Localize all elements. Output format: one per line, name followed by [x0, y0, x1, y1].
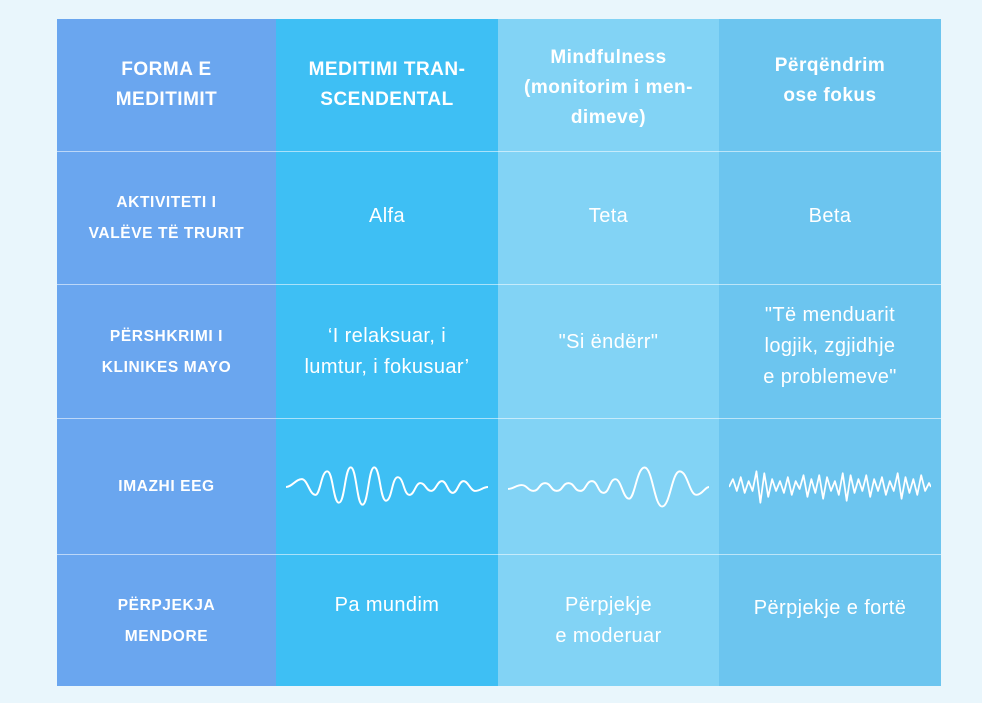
row-label-mental-effort: PËRPJEKJA MENDORE — [57, 555, 276, 686]
description-focus: "Të menduarit logjik, zgjidhje e problem… — [719, 285, 941, 419]
effort-focus: Përpjekje e fortë — [719, 555, 941, 686]
effort-mindfulness: Përpjekje e moderuar — [498, 555, 719, 686]
meditation-comparison-table: FORMA E MEDITIMIT MEDITIMI TRAN- SCENDEN… — [57, 19, 941, 686]
description-mindfulness: "Si ëndërr" — [498, 285, 719, 419]
alpha-wave-icon — [276, 419, 498, 555]
header-focus: Përqëndrim ose fokus — [719, 19, 941, 152]
row-label-mayo-description: PËRSHKRIMI I KLINIKES MAYO — [57, 285, 276, 419]
effort-transcendental: Pa mundim — [276, 555, 498, 686]
header-meditation-form: FORMA E MEDITIMIT — [57, 19, 276, 152]
theta-wave-icon — [498, 419, 719, 555]
value-theta: Teta — [498, 152, 719, 285]
description-transcendental: ‘I relaksuar, i lumtur, i fokusuar’ — [276, 285, 498, 419]
value-alpha: Alfa — [276, 152, 498, 285]
row-label-brainwave: AKTIVITETI I VALËVE TË TRURIT — [57, 152, 276, 285]
row-label-eeg: IMAZHI EEG — [57, 419, 276, 555]
beta-wave-icon — [719, 419, 941, 555]
header-mindfulness: Mindfulness (monitorim i men- dimeve) — [498, 19, 719, 152]
value-beta: Beta — [719, 152, 941, 285]
header-transcendental: MEDITIMI TRAN- SCENDENTAL — [276, 19, 498, 152]
